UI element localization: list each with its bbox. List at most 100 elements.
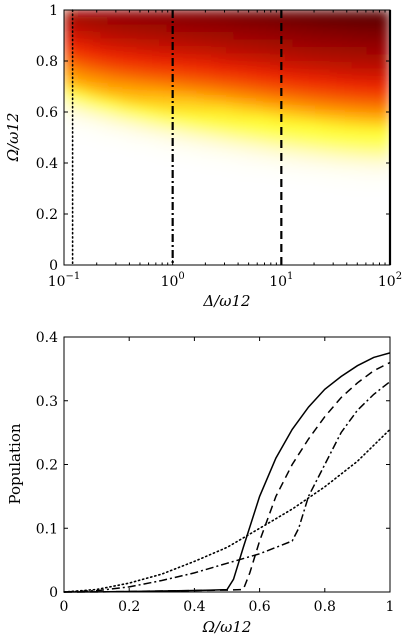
heatmap-cell [322,204,332,214]
heatmap-cell [278,166,287,176]
heatmap-cell [322,181,332,191]
heatmap-cell [307,174,317,184]
heatmap-cell [204,136,213,146]
heatmap-cell [248,196,258,206]
heatmap-cell [137,159,147,169]
heatmap-cell [322,129,332,139]
heatmap-cell [352,144,361,154]
heatmap-cell [144,121,154,131]
heatmap-cell [189,211,198,221]
heatmap-cell [189,106,198,116]
heatmap-cell [100,166,110,176]
heatmap-cell [174,174,184,184]
y-tick-label: 0.6 [36,105,58,121]
heatmap-cell [263,76,273,86]
heatmap-cell [315,129,324,139]
heatmap-cell [100,159,110,169]
heatmap-cell [270,99,280,109]
heatmap-cell [85,31,95,41]
heatmap-cell [218,61,228,71]
heatmap-cell [211,226,221,236]
heatmap-cell [344,69,354,79]
heatmap-cell [226,129,236,139]
heatmap-cell [352,106,361,116]
heatmap-cell [248,61,258,71]
heatmap-cell [115,99,124,109]
heatmap-cell [159,99,169,109]
heatmap-cell [322,106,332,116]
heatmap-cell [211,39,221,49]
heatmap-cell [144,99,154,109]
heatmap-cell [159,61,169,71]
heatmap-cell [85,46,95,56]
heatmap-cell [144,144,154,154]
heatmap-cell [256,144,265,154]
heatmap-cell [174,256,184,265]
heatmap-cell [64,39,73,49]
heatmap-cell [374,84,384,94]
heatmap-cell [196,106,206,116]
heatmap-cell [218,76,228,86]
heatmap-cell [285,181,295,191]
heatmap-cell [204,204,213,214]
heatmap-cell [152,234,161,244]
heatmap-cell [144,226,154,236]
heatmap-cell [204,31,213,41]
heatmap-cell [233,69,243,79]
heatmap-cell [285,189,295,199]
heatmap-cell [130,91,139,101]
heatmap-cell [159,196,169,206]
heatmap-cell [300,31,310,41]
heatmap-cell [233,144,243,154]
heatmap-cell [278,256,287,265]
heatmap-cell [167,241,176,251]
heatmap-cell [196,46,206,56]
heatmap-cell [233,159,243,169]
heatmap-cell [233,84,243,94]
heatmap-cell [367,256,376,265]
heatmap-cell [270,39,280,49]
heatmap-cell [322,69,332,79]
heatmap-cell [181,106,191,116]
heatmap-cell [174,61,184,71]
heatmap-cell [226,144,236,154]
heatmap-cell [70,219,80,229]
heatmap-cell [344,61,354,71]
heatmap-cell [174,129,184,139]
heatmap-cell [293,121,302,131]
heatmap-cell [167,76,176,86]
heatmap-cell [315,151,324,161]
heatmap-cell [337,121,347,131]
heatmap-cell [189,84,198,94]
heatmap-cell [159,256,169,265]
heatmap-cell [204,24,213,34]
heatmap-cell [64,10,73,19]
heatmap-cell [181,16,191,26]
heatmap-cell [233,16,243,26]
heatmap-cell [337,106,347,116]
heatmap-cell [174,46,184,56]
heatmap-cell [307,159,317,169]
heatmap-cell [352,16,361,26]
heatmap-cell [381,136,390,146]
heatmap-cell [367,196,376,206]
heatmap-cell [307,219,317,229]
heatmap-cell [374,249,384,259]
y-tick-label: 0.2 [36,458,58,474]
heatmap-cell [263,61,273,71]
heatmap-cell [93,76,102,86]
heatmap-cell [78,166,87,176]
heatmap-cell [381,151,390,161]
heatmap-cell [100,106,110,116]
heatmap-cell [115,241,124,251]
heatmap-cell [174,159,184,169]
heatmap-cell [241,46,250,56]
heatmap-cell [70,121,80,131]
heatmap-cell [293,189,302,199]
heatmap-cell [181,31,191,41]
heatmap-cell [322,99,332,109]
heatmap-cell [344,99,354,109]
heatmap-cell [300,76,310,86]
heatmap-cell [344,16,354,26]
heatmap-cell [374,61,384,71]
